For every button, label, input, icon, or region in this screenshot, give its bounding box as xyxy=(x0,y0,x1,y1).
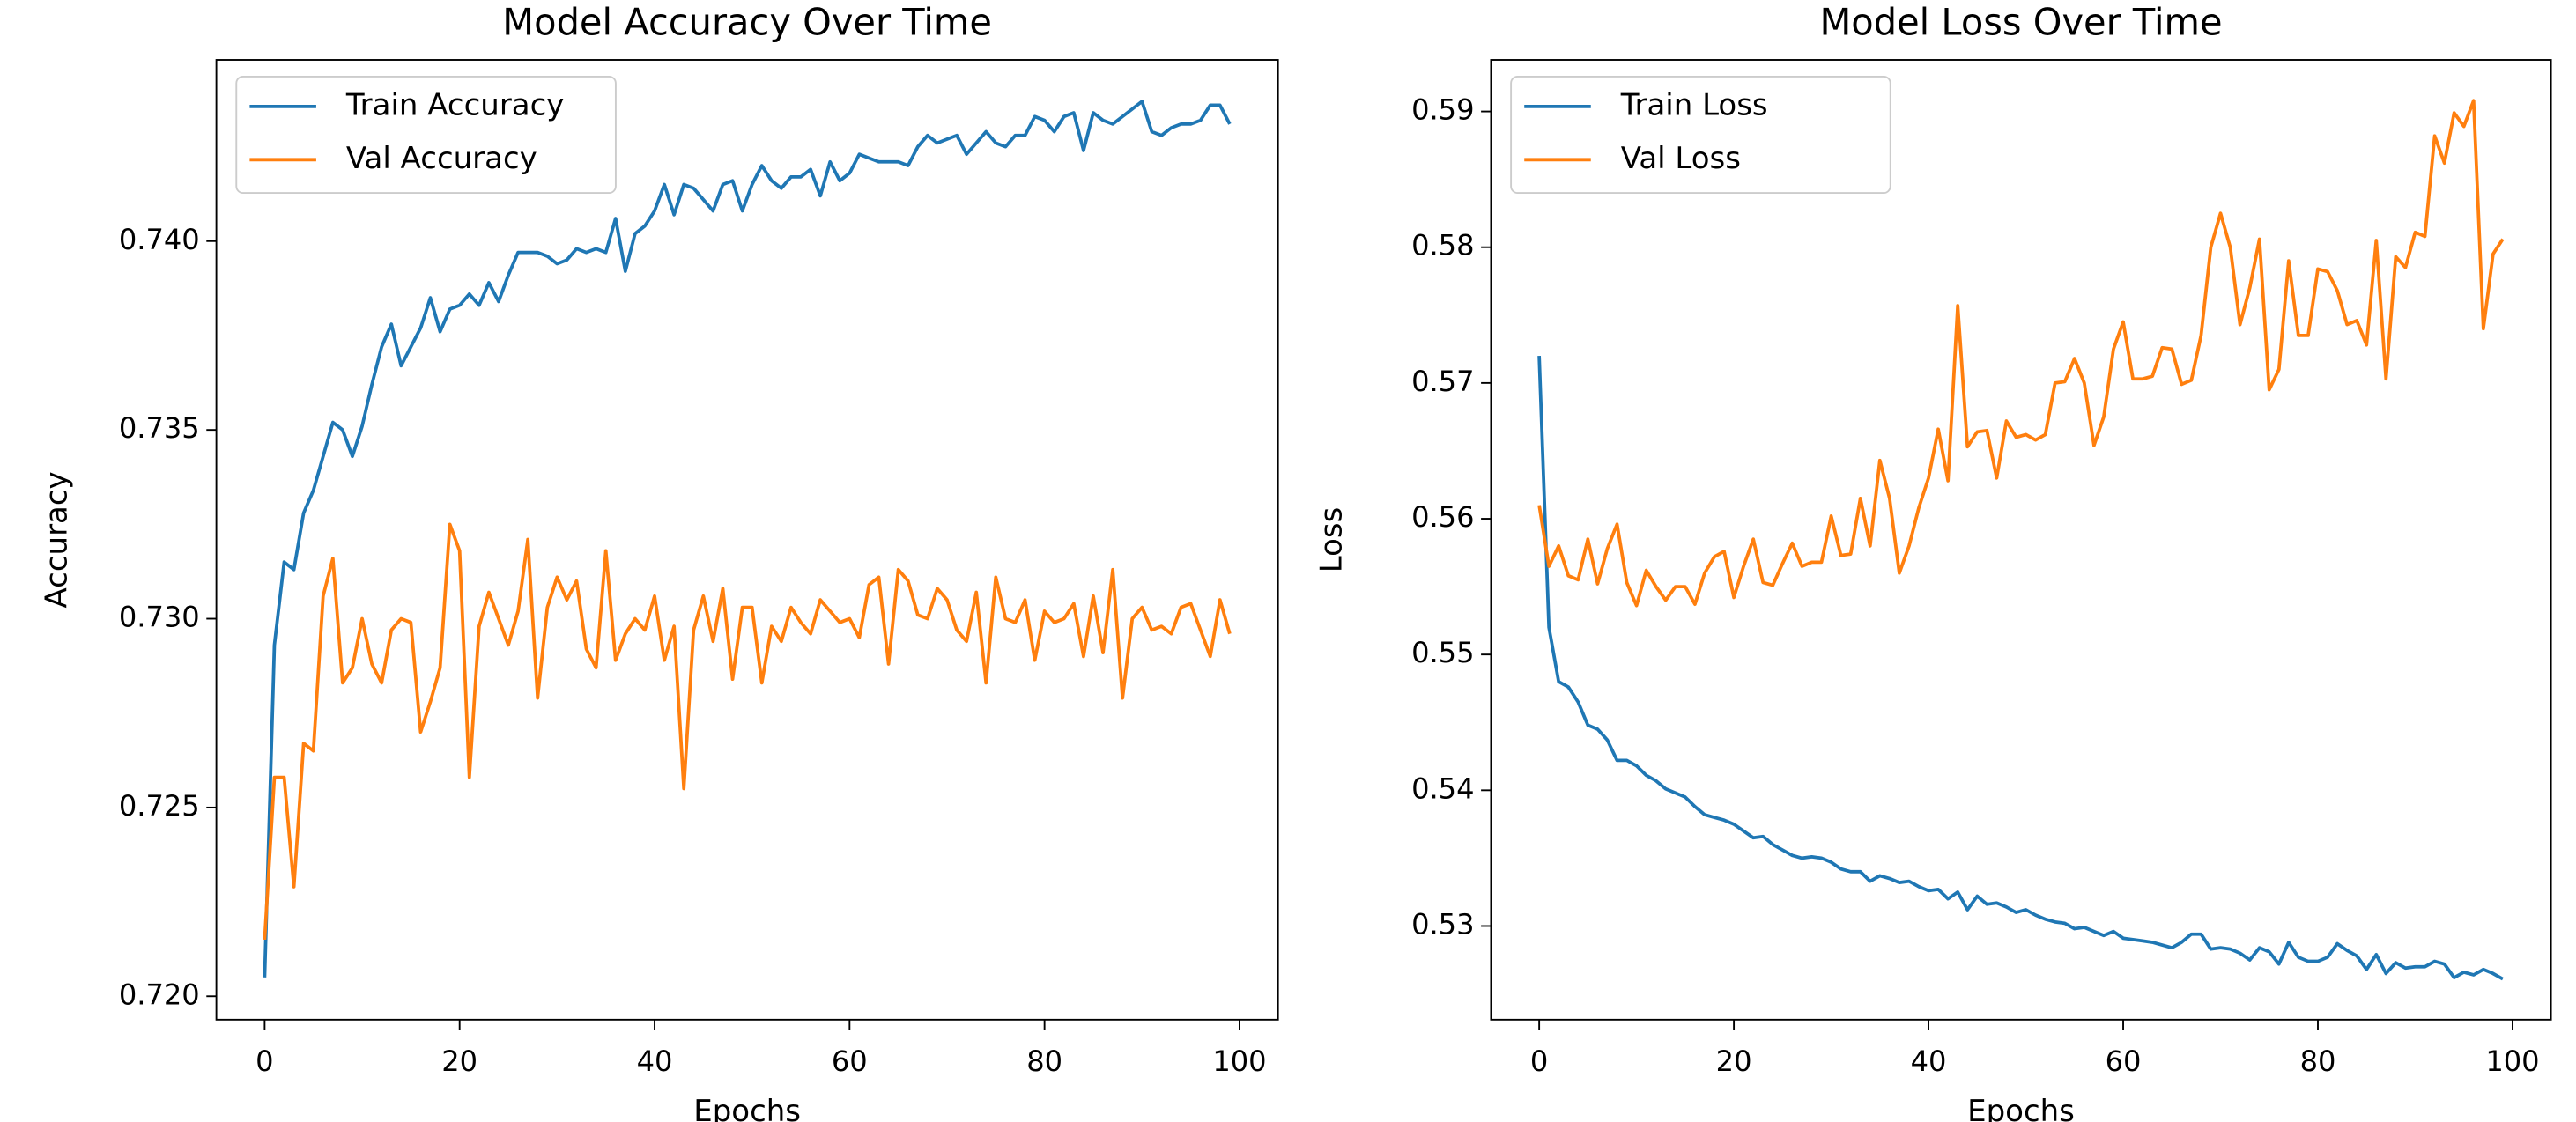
legend-label: Val Loss xyxy=(1621,141,1741,176)
x-tick-label: 40 xyxy=(1911,1044,1947,1078)
data-line xyxy=(1537,355,2504,981)
x-tick-label: 40 xyxy=(637,1044,673,1078)
legend-label: Val Accuracy xyxy=(346,141,537,176)
y-tick-label: 0.57 xyxy=(1411,365,1474,398)
legend-box xyxy=(1510,75,1891,195)
x-tick-label: 60 xyxy=(2106,1044,2142,1078)
y-tick-label: 0.59 xyxy=(1411,93,1474,127)
data-line xyxy=(1537,99,2505,608)
x-axis-label: Epochs xyxy=(1967,1094,2075,1122)
x-tick-label: 80 xyxy=(2300,1044,2336,1078)
y-tick-label: 0.725 xyxy=(119,789,200,823)
y-tick-label: 0.53 xyxy=(1411,907,1474,941)
legend: Train Loss Val Loss xyxy=(1510,75,1891,195)
x-tick-label: 60 xyxy=(832,1044,868,1078)
y-tick-label: 0.735 xyxy=(119,411,200,445)
axes-frame xyxy=(215,59,1279,1021)
x-tick-label: 0 xyxy=(255,1044,273,1078)
x-tick-label: 100 xyxy=(1212,1044,1266,1078)
chart-title: Model Loss Over Time xyxy=(1819,0,2222,43)
legend-label: Train Accuracy xyxy=(345,87,564,122)
x-tick-label: 100 xyxy=(2485,1044,2539,1078)
data-line xyxy=(263,522,1232,941)
data-line xyxy=(263,100,1232,978)
legend-label: Train Loss xyxy=(1620,87,1768,122)
y-tick-label: 0.58 xyxy=(1411,229,1474,262)
y-axis-label: Loss xyxy=(1314,507,1349,573)
x-axis-label: Epochs xyxy=(693,1094,801,1122)
legend-box xyxy=(235,75,617,195)
x-tick-label: 20 xyxy=(441,1044,477,1078)
y-tick-label: 0.56 xyxy=(1411,500,1474,534)
y-tick-label: 0.54 xyxy=(1411,771,1474,805)
y-tick-label: 0.740 xyxy=(119,223,200,256)
chart-title: Model Accuracy Over Time xyxy=(502,0,992,43)
y-tick-label: 0.55 xyxy=(1411,636,1474,669)
y-tick-label: 0.730 xyxy=(119,601,200,634)
x-tick-label: 80 xyxy=(1026,1044,1062,1078)
y-axis-label: Accuracy xyxy=(40,471,75,608)
axes-frame xyxy=(1490,59,2552,1021)
x-tick-label: 0 xyxy=(1530,1044,1548,1078)
y-tick-label: 0.720 xyxy=(119,978,200,1011)
x-tick-label: 20 xyxy=(1716,1044,1752,1078)
plot-area xyxy=(216,59,1278,1020)
legend: Train Accuracy Val Accuracy xyxy=(235,75,617,195)
plot-area xyxy=(1491,59,2551,1020)
